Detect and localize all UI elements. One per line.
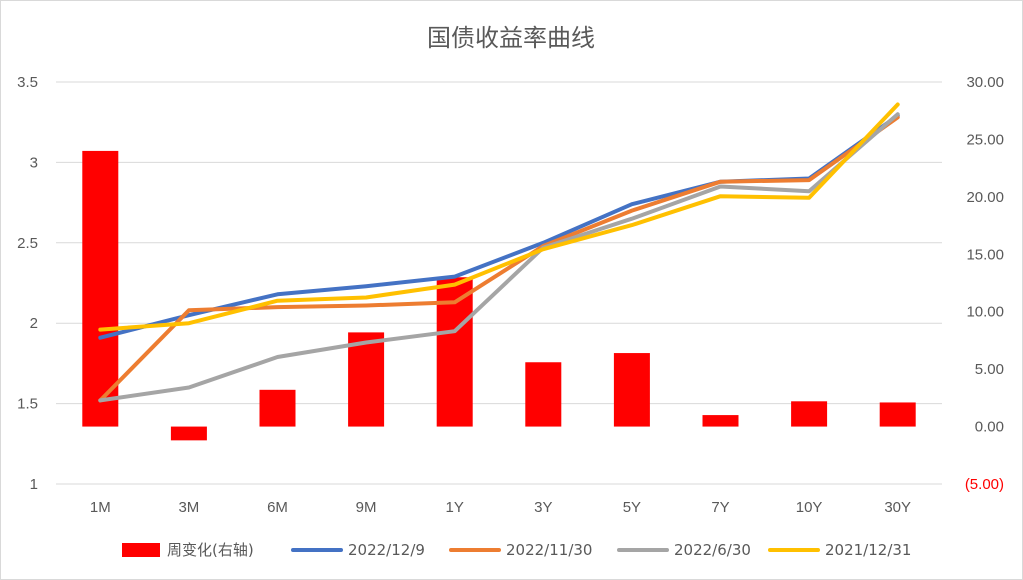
bar — [170, 426, 207, 441]
x-tick-label: 9M — [356, 499, 377, 516]
x-axis: 1M 3M 6M 9M 1Y 3Y 5Y 7Y 10Y 30Y — [90, 499, 911, 516]
x-tick-label: 1M — [90, 499, 111, 516]
legend-label: 2022/11/30 — [506, 541, 592, 559]
bar — [613, 353, 650, 427]
x-tick-label: 3M — [178, 499, 199, 516]
y-right-tick-label: 25.00 — [966, 131, 1004, 148]
x-tick-label: 10Y — [796, 499, 823, 516]
x-tick-label: 30Y — [884, 499, 911, 516]
legend: 周变化(右轴) 2022/12/9 2022/11/30 2022/6/30 2021/… — [122, 541, 911, 559]
y-right-tick-label: 0.00 — [975, 419, 1004, 436]
legend-label: 周变化(右轴) — [167, 541, 254, 559]
series-line — [98, 102, 900, 332]
bar — [436, 277, 473, 427]
x-tick-label: 3Y — [534, 499, 552, 516]
y-left-tick-label: 1.5 — [17, 396, 38, 413]
y-axis-left: 1 1.5 2 2.5 3 3.5 — [17, 74, 38, 493]
bar — [879, 402, 916, 427]
y-right-tick-label: 5.00 — [975, 361, 1004, 378]
bar — [82, 150, 119, 427]
legend-label: 2021/12/31 — [825, 541, 911, 559]
y-right-tick-label: 30.00 — [966, 74, 1004, 91]
y-left-tick-label: 2.5 — [17, 235, 38, 252]
legend-swatch — [122, 543, 160, 557]
y-left-tick-label: 3 — [30, 154, 38, 171]
y-left-tick-label: 2 — [30, 315, 38, 332]
series-line — [98, 115, 900, 403]
bar — [348, 332, 385, 427]
bar-series — [82, 150, 916, 441]
y-left-tick-label: 3.5 — [17, 74, 38, 91]
bar — [259, 389, 296, 427]
y-left-tick-label: 1 — [30, 476, 38, 493]
bar — [525, 362, 562, 427]
line-series — [98, 102, 900, 403]
y-right-tick-label: 15.00 — [966, 246, 1004, 263]
legend-label: 2022/12/9 — [348, 541, 425, 559]
bar — [702, 415, 739, 427]
x-tick-label: 7Y — [711, 499, 729, 516]
y-right-tick-label: (5.00) — [965, 476, 1004, 493]
x-tick-label: 6M — [267, 499, 288, 516]
chart-title: 国债收益率曲线 — [427, 24, 595, 52]
y-right-tick-label: 10.00 — [966, 304, 1004, 321]
y-right-tick-label: 20.00 — [966, 189, 1004, 206]
legend-label: 2022/6/30 — [674, 541, 751, 559]
y-axis-right: (5.00) 0.00 5.00 10.00 15.00 20.00 25.00 30.00 — [965, 74, 1004, 493]
x-tick-label: 5Y — [623, 499, 641, 516]
x-tick-label: 1Y — [446, 499, 464, 516]
bar — [791, 401, 828, 427]
gridlines — [56, 81, 942, 485]
series-line — [98, 112, 900, 403]
